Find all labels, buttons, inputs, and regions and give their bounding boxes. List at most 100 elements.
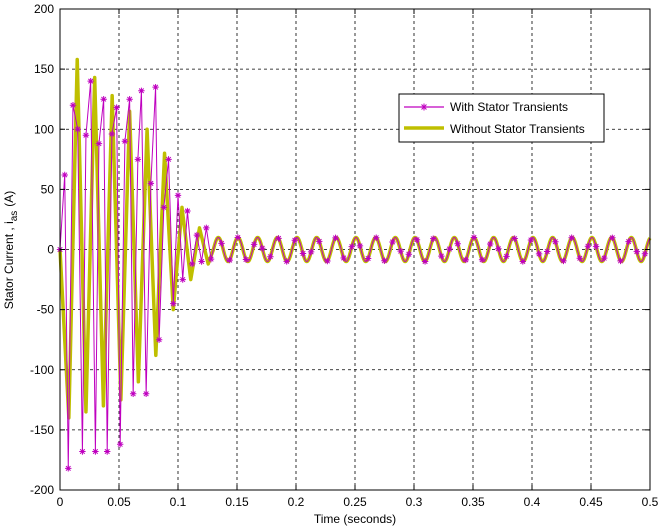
x-tick-label: 0.4 [524,495,541,509]
series-marker [226,256,233,264]
legend-label-without-stator: Without Stator Transients [450,122,585,136]
series-marker [79,448,86,455]
series-marker [179,276,186,283]
series-marker [65,465,72,472]
series-marker [356,242,364,250]
y-tick-label: 0 [47,243,54,257]
legend-box [398,93,605,143]
series-marker [568,234,575,241]
series-marker [552,238,559,245]
series-marker [152,83,159,91]
x-tick-label: 0.5 [642,495,659,509]
series-marker [625,238,632,245]
x-tick-label: 0.35 [461,495,485,509]
x-tick-label: 0.45 [579,495,603,509]
series-marker [454,240,461,247]
y-tick-label: -50 [37,303,55,317]
y-tick-label: 100 [34,122,54,136]
series-marker [100,95,107,103]
series-marker [126,95,133,103]
series-marker [324,257,331,265]
series-marker [503,253,510,260]
x-tick-label: 0 [57,495,64,509]
series-marker [113,104,120,111]
series-marker [116,441,124,448]
series-marker [218,240,225,247]
x-axis-label: Time (seconds) [314,512,396,526]
series-marker [609,234,616,241]
x-tick-label: 0.3 [406,495,423,509]
series-marker [584,243,592,250]
series-marker [316,238,323,245]
series-marker [617,257,624,265]
series-marker [69,102,77,109]
series-marker [527,236,535,244]
series-marker [478,256,486,263]
series-marker [633,248,640,255]
y-tick-label: -150 [30,423,54,437]
y-axis-label-unit: (A) [2,191,16,207]
series-marker [495,245,502,252]
y-tick-label: 200 [34,2,54,16]
series-marker [421,258,429,265]
series-marker [92,448,99,455]
series-marker [413,236,421,243]
series-marker [641,250,649,257]
series-marker [134,156,142,163]
x-tick-label: 0.1 [170,495,187,509]
series-marker [234,234,242,241]
series-marker [340,254,347,262]
series-marker [381,257,388,264]
series-marker [332,234,339,242]
x-tick-label: 0.2 [288,495,305,509]
series-marker [291,237,299,244]
series-marker [430,235,437,242]
series-marker [147,180,155,187]
series-marker [160,204,168,211]
series-marker [560,257,567,265]
series-marker [446,245,453,253]
series-marker [184,207,191,215]
series-marker [61,171,68,179]
series-marker [87,77,94,85]
series-marker [519,258,526,265]
series-marker [170,300,177,307]
series-marker [188,260,196,268]
series-marker [592,243,600,250]
ticks: 0 0.05 0.1 0.15 0.2 0.25 0.3 0.35 0.4 0.45 0.5 -200… [30,2,659,509]
series-marker [108,130,116,138]
series-marker [267,253,274,260]
series-marker [74,126,81,133]
series-marker [405,251,413,258]
series-marker [165,156,172,163]
legend-marker-with-stator [420,103,428,111]
series-marker [259,245,266,252]
y-tick-label: 50 [41,182,55,196]
series-marker [462,256,470,264]
series-marker [299,250,307,257]
y-tick-label: 150 [34,62,54,76]
series-markers-with-stator-transients [56,77,649,472]
series-marker [138,87,145,94]
series-marker [544,248,551,255]
x-tick-label: 0.05 [107,495,131,509]
series-marker [373,234,380,241]
series-marker [470,234,478,241]
series-marker [82,132,90,139]
series-line-with-stator-transients [59,81,651,469]
series-marker [420,103,428,111]
series-marker [104,448,111,455]
series-marker [207,255,215,263]
series-marker [155,336,163,343]
series-marker [129,390,137,397]
y-tick-label: -100 [30,363,54,377]
series-layer [56,57,652,472]
legend-label-with-stator: With Stator Transients [450,100,568,114]
series-marker [364,255,372,262]
series-marker [487,240,494,248]
y-axis-label-main: Stator Current , i [2,221,16,309]
series-marker [535,250,543,258]
y-axis-label-sub: as [9,211,20,222]
series-marker [193,231,201,239]
legend: With Stator Transients Without Stator Tr… [398,93,605,143]
